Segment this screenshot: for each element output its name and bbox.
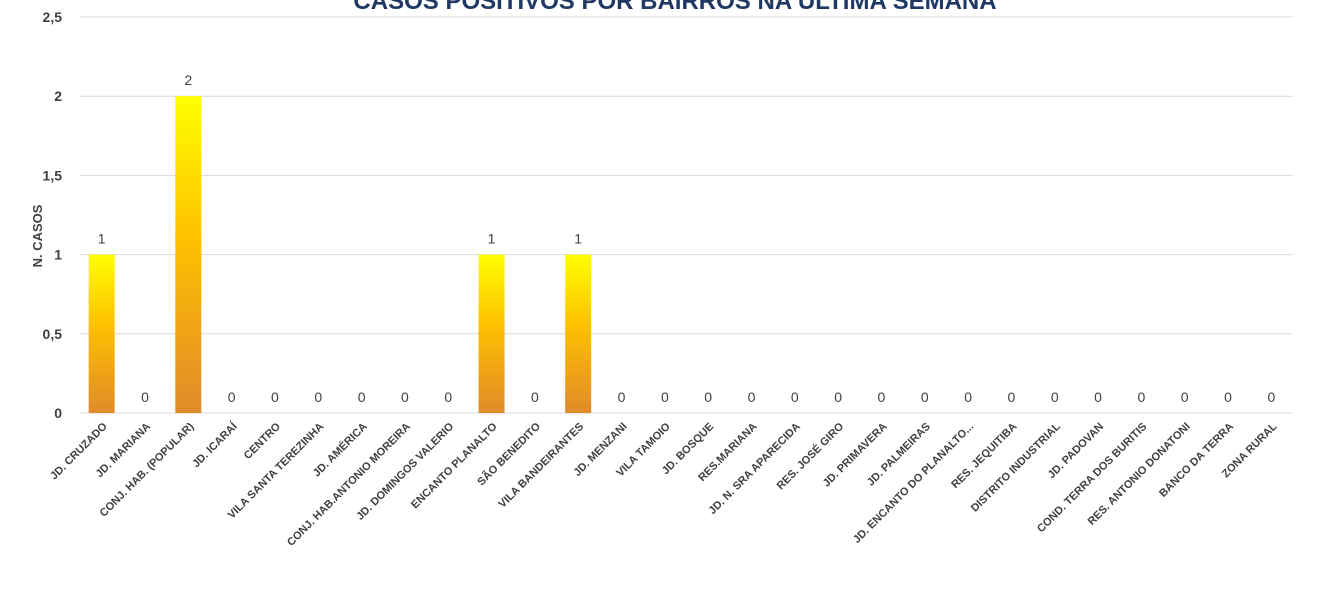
data-label: 0 bbox=[1137, 389, 1145, 405]
data-label: 0 bbox=[271, 389, 279, 405]
data-label: 0 bbox=[661, 389, 669, 405]
x-tick-label: BANCO DA TERRA bbox=[1157, 421, 1236, 500]
y-tick-label: 2 bbox=[54, 88, 62, 104]
bar bbox=[175, 96, 202, 413]
data-label: 0 bbox=[618, 389, 626, 405]
data-label: 0 bbox=[1051, 389, 1059, 405]
data-label: 1 bbox=[574, 231, 582, 247]
y-tick-label: 0 bbox=[54, 405, 62, 421]
bar bbox=[565, 254, 592, 413]
data-label: 1 bbox=[98, 231, 106, 247]
data-label: 0 bbox=[314, 389, 322, 405]
x-tick-label: CENTRO bbox=[242, 420, 284, 462]
data-label: 0 bbox=[444, 389, 452, 405]
y-tick-labels: 0 0,5 1 1,5 2 2,5 bbox=[43, 9, 63, 421]
data-label: 0 bbox=[228, 389, 236, 405]
data-label: 1 bbox=[488, 231, 496, 247]
data-label: 0 bbox=[141, 389, 149, 405]
data-label: 0 bbox=[401, 389, 409, 405]
data-label: 0 bbox=[1267, 389, 1275, 405]
data-labels: 1 0 2 0 0 0 0 0 0 1 0 1 0 0 0 0 0 0 0 0 0 0 0 0 0 0 0 0 bbox=[98, 72, 1276, 405]
chart-title: CASOS POSITIVOS POR BAIRROS NA ÚLTIMA SE… bbox=[353, 0, 996, 15]
y-tick-label: 0,5 bbox=[43, 326, 63, 342]
data-label: 0 bbox=[878, 389, 886, 405]
data-label: 0 bbox=[964, 389, 972, 405]
data-label: 0 bbox=[748, 389, 756, 405]
y-axis-label: N. CASOS bbox=[30, 204, 45, 267]
data-label: 0 bbox=[531, 389, 539, 405]
x-tick-label: ENCANTO PLANALTO bbox=[409, 420, 500, 511]
data-label: 0 bbox=[1181, 389, 1189, 405]
data-label: 0 bbox=[1008, 389, 1016, 405]
gridlines bbox=[80, 16, 1293, 414]
data-label: 0 bbox=[1094, 389, 1102, 405]
x-tick-label: JD. ICARAÍ bbox=[189, 419, 240, 470]
bars bbox=[88, 96, 592, 413]
data-label: 0 bbox=[1224, 389, 1232, 405]
y-tick-label: 1,5 bbox=[43, 167, 63, 183]
data-label: 0 bbox=[358, 389, 366, 405]
x-tick-label: DISTRITO INDUSTRIAL bbox=[969, 420, 1063, 514]
data-label: 0 bbox=[834, 389, 842, 405]
data-label: 0 bbox=[791, 389, 799, 405]
y-tick-label: 2,5 bbox=[43, 9, 63, 25]
data-label: 0 bbox=[704, 389, 712, 405]
x-tick-label: VILA BANDEIRANTES bbox=[496, 421, 586, 511]
data-label: 2 bbox=[184, 72, 192, 88]
y-tick-label: 1 bbox=[54, 247, 62, 263]
x-tick-label: CONJ. HAB. (POPULAR) bbox=[98, 420, 197, 519]
data-label: 0 bbox=[921, 389, 929, 405]
bar bbox=[88, 254, 115, 413]
bar bbox=[478, 254, 505, 413]
